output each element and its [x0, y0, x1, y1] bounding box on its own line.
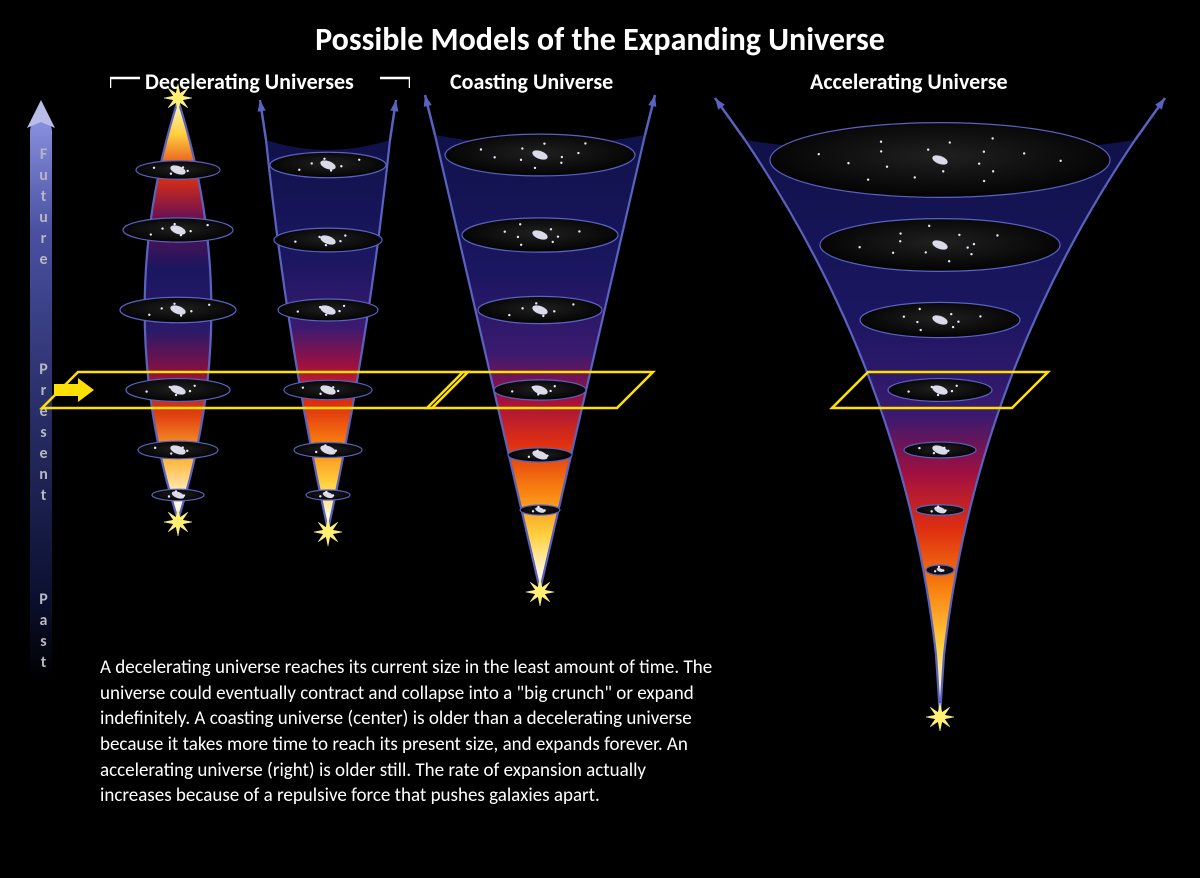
model-accelerating: [715, 98, 1165, 731]
model-big-crunch: [120, 84, 236, 536]
description-text: A decelerating universe reaches its curr…: [100, 655, 720, 809]
present-plane: [42, 372, 468, 408]
model-coasting: [424, 95, 657, 606]
model-open-decel: [258, 100, 399, 546]
